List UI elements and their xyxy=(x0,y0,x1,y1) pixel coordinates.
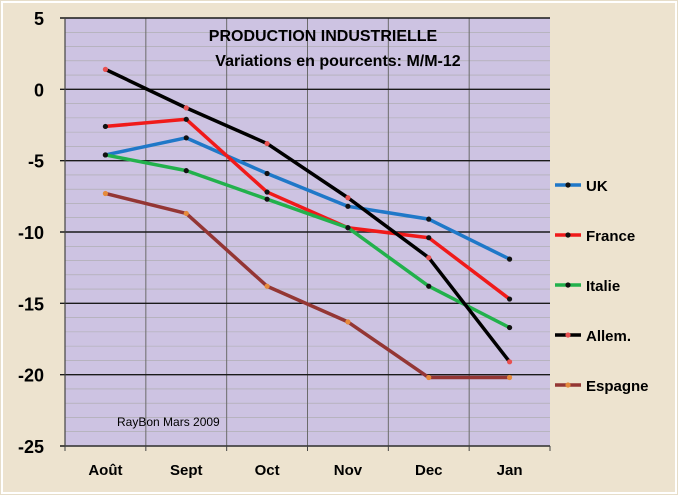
data-point xyxy=(264,140,270,147)
data-point xyxy=(426,374,432,381)
y-tick-label: -25 xyxy=(18,437,44,457)
data-point xyxy=(102,66,109,72)
credit-text: RayBon Mars 2009 xyxy=(117,415,220,429)
data-point xyxy=(183,135,189,141)
y-tick-label: 5 xyxy=(34,9,44,29)
x-tick-label: Jan xyxy=(497,462,523,479)
data-point xyxy=(426,283,432,289)
data-point xyxy=(345,203,351,209)
series-line xyxy=(103,117,512,301)
data-point xyxy=(102,190,109,197)
y-axis-tick-labels: 5 0 -5 -10 -15 -20 -25 xyxy=(18,9,44,457)
x-tick-label: Dec xyxy=(415,462,443,479)
data-point xyxy=(345,225,351,231)
series-lines xyxy=(102,66,513,381)
data-point xyxy=(102,152,109,158)
major-gridlines xyxy=(60,17,551,451)
data-point xyxy=(506,324,513,331)
series-line xyxy=(103,136,512,261)
legend-marker xyxy=(565,182,571,188)
legend-item: UK xyxy=(555,178,608,195)
data-point xyxy=(183,116,189,122)
legend-item: Allem. xyxy=(555,328,631,345)
legend-marker xyxy=(565,382,571,388)
data-point xyxy=(264,170,270,177)
x-tick-label: Août xyxy=(88,462,122,479)
y-tick-label: -20 xyxy=(18,366,44,386)
y-tick-label: -15 xyxy=(18,294,44,314)
x-tick-label: Oct xyxy=(255,462,280,479)
legend-label: France xyxy=(586,228,635,245)
series-line xyxy=(103,67,512,364)
x-tick-label: Sept xyxy=(170,462,203,479)
data-point xyxy=(426,255,432,261)
legend: UK France Italie Allem. Espagne xyxy=(555,178,649,395)
data-point xyxy=(183,210,189,217)
chart-title: PRODUCTION INDUSTRIELLE xyxy=(209,28,438,45)
legend-item: France xyxy=(555,228,635,245)
data-point xyxy=(506,374,513,381)
x-tick-label: Nov xyxy=(334,462,363,479)
data-point xyxy=(345,195,351,201)
data-point xyxy=(264,283,270,289)
data-point xyxy=(506,296,513,302)
data-point xyxy=(506,359,513,365)
data-point xyxy=(506,256,513,262)
legend-item: Espagne xyxy=(555,378,649,395)
series-line xyxy=(103,191,512,380)
data-point xyxy=(345,319,351,325)
data-point xyxy=(264,189,270,195)
legend-label: Italie xyxy=(586,278,620,295)
legend-marker xyxy=(565,332,571,338)
series-italie xyxy=(102,152,513,331)
data-point xyxy=(426,216,432,222)
y-tick-label: -10 xyxy=(18,223,44,243)
data-point xyxy=(264,196,270,202)
y-tick-label: 0 xyxy=(34,80,44,100)
legend-label: UK xyxy=(586,178,608,195)
x-axis-tick-labels: Août Sept Oct Nov Dec Jan xyxy=(88,462,522,479)
legend-label: Allem. xyxy=(586,328,631,345)
y-tick-label: -5 xyxy=(28,152,44,172)
series-allem xyxy=(102,66,513,365)
series-espagne xyxy=(102,190,513,381)
data-point xyxy=(102,123,109,130)
legend-marker xyxy=(565,282,571,288)
legend-item: Italie xyxy=(555,278,620,295)
series-line xyxy=(103,153,512,330)
data-point xyxy=(426,235,432,241)
data-point xyxy=(183,168,189,174)
chart-subtitle: Variations en pourcents: M/M-12 xyxy=(215,53,460,70)
legend-marker xyxy=(565,232,571,238)
legend-label: Espagne xyxy=(586,378,649,395)
data-point xyxy=(183,105,189,111)
